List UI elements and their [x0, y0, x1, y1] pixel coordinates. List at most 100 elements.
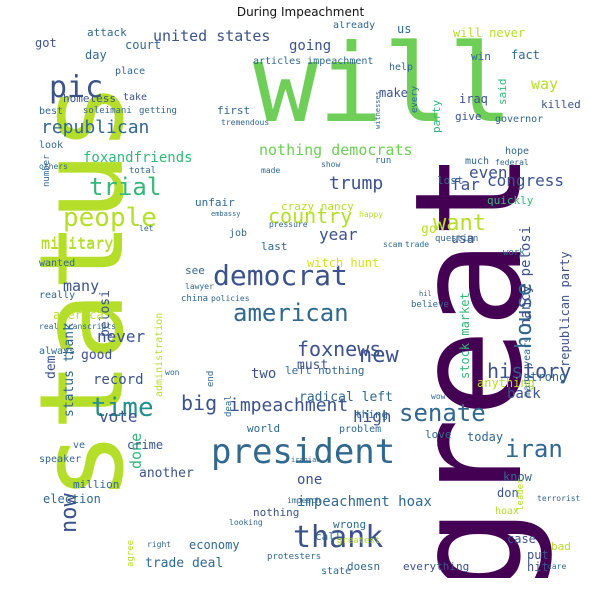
word: believe [411, 300, 449, 310]
word: status thank [62, 323, 77, 417]
word: got [35, 36, 57, 50]
word: vote [99, 407, 138, 426]
word: hoax [495, 506, 520, 517]
word: first [217, 104, 251, 117]
word: american [233, 299, 349, 327]
word: going [289, 38, 332, 54]
word: real [39, 322, 59, 331]
word: soleimani [83, 106, 132, 116]
word: looking [229, 518, 263, 527]
word: impeachment hoax [297, 494, 432, 510]
word: united states [153, 27, 271, 45]
word: strong [523, 370, 567, 384]
word: must [297, 358, 329, 373]
word: iraq [459, 92, 488, 106]
word: unfair [195, 196, 235, 209]
word: republican party [558, 251, 572, 367]
word: love [425, 428, 452, 441]
word: embassy [211, 210, 241, 218]
word: trial [89, 173, 162, 201]
word: thank [293, 520, 384, 555]
chart-title: During Impeachment [236, 5, 365, 19]
word: work [503, 248, 525, 258]
word: will never [453, 26, 526, 40]
word: put [527, 548, 549, 562]
word: attack [87, 26, 127, 39]
word: foxnews [297, 337, 382, 361]
word: governor [495, 114, 544, 125]
word: lost [437, 174, 464, 187]
word: policies [211, 294, 250, 303]
word: wrong [333, 518, 367, 531]
word: even [469, 163, 508, 182]
word: wow [431, 392, 446, 401]
word: ve [73, 440, 86, 451]
word: senate [399, 399, 486, 427]
word: far [451, 175, 480, 194]
word: party [430, 99, 443, 133]
word: many [63, 277, 100, 295]
word: greatest [337, 536, 381, 546]
word: give [455, 110, 482, 123]
word: case [507, 532, 536, 546]
word: time [91, 393, 154, 423]
word: deal [224, 395, 234, 417]
word: stock market [458, 292, 472, 379]
word: america [53, 308, 104, 322]
word: wanted [39, 258, 76, 269]
word: transcripts [63, 322, 116, 331]
word: radical left [299, 390, 393, 405]
word: much [465, 156, 490, 167]
word: let [139, 224, 154, 233]
word: left nothing [285, 364, 365, 377]
word: military [41, 234, 114, 252]
word: day [85, 48, 107, 62]
word: take [123, 92, 148, 103]
word-cloud: will status great president thank democr… [35, 21, 583, 578]
word: number [42, 154, 52, 187]
word: back [507, 386, 541, 402]
word: one [297, 472, 323, 488]
word: federal [495, 158, 529, 167]
word: hit [527, 560, 549, 574]
word: make [379, 86, 408, 100]
word: nothing [253, 506, 300, 519]
word: tremendous [221, 118, 270, 127]
word: go [421, 222, 437, 237]
word: problem [339, 424, 382, 435]
word: question [435, 234, 479, 244]
word: happy [359, 210, 384, 219]
word: crime [127, 438, 164, 452]
word: election [43, 492, 101, 506]
word: dem [44, 355, 59, 379]
word: terrorist [537, 494, 581, 503]
word: run [375, 156, 392, 166]
word: another [139, 466, 194, 481]
word: pressure [269, 220, 308, 229]
word: witnesses [374, 91, 382, 129]
word: impeach [287, 496, 321, 505]
word: always [39, 346, 76, 357]
word: others [39, 162, 68, 171]
word: administration [154, 312, 165, 397]
word: speaker [39, 454, 82, 465]
word: will [253, 22, 514, 147]
word: don [497, 486, 519, 500]
word: lawyer [185, 282, 214, 291]
word: year [319, 225, 358, 244]
word: killed [541, 98, 581, 111]
word: everything [403, 560, 470, 573]
word: right [147, 540, 172, 549]
word: protesters [267, 552, 322, 562]
word: last [261, 240, 288, 253]
word: care [547, 562, 567, 571]
word: made [261, 166, 281, 175]
word: people [63, 203, 157, 233]
word: quickly [487, 194, 534, 207]
word: best [39, 106, 64, 117]
word: doesn [347, 560, 381, 573]
word: record [93, 372, 144, 388]
word: show [321, 160, 341, 169]
word: big [181, 391, 218, 415]
word: crazy nancy [281, 200, 354, 213]
